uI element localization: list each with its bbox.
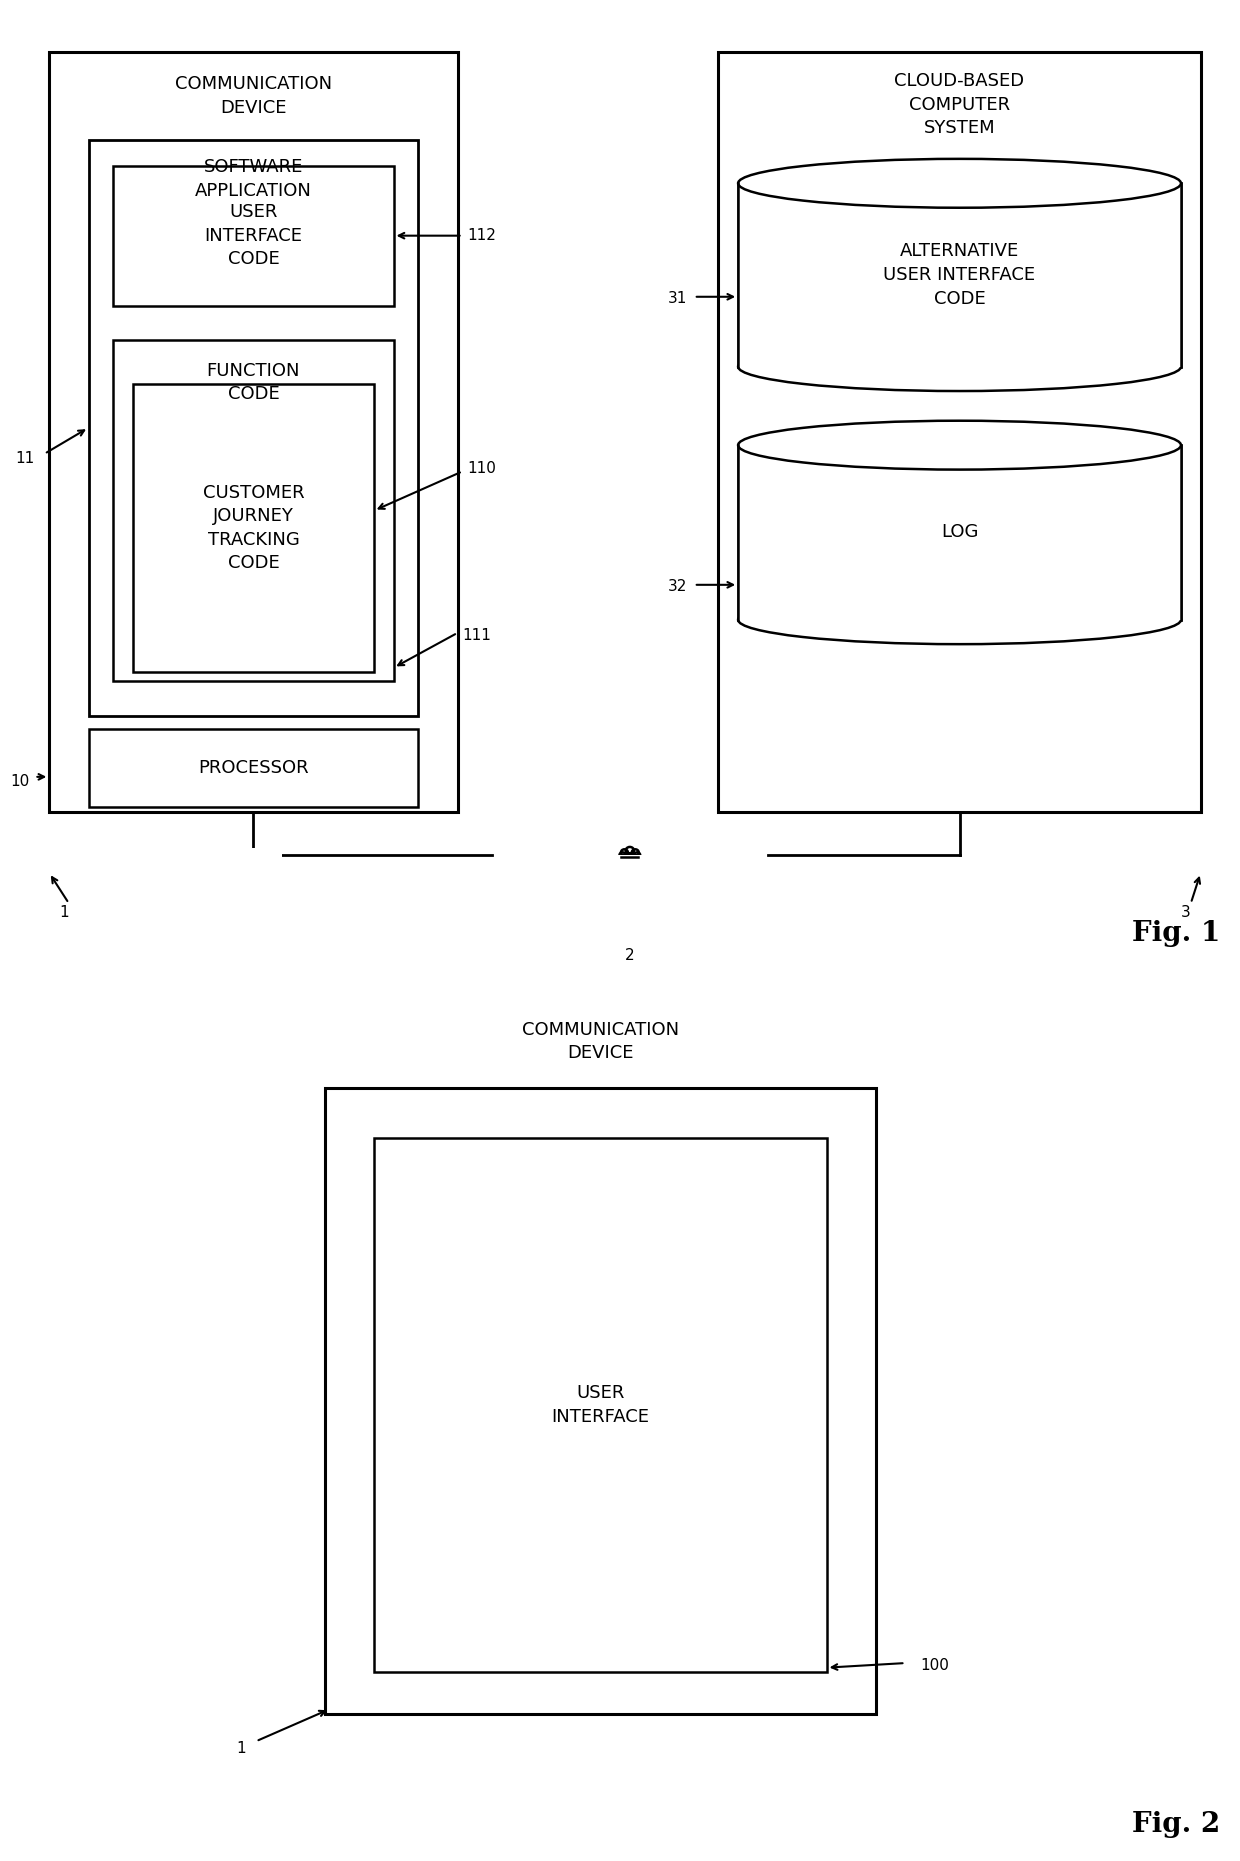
Circle shape [620,852,625,858]
Bar [718,52,1200,811]
Text: 112: 112 [467,229,496,244]
Bar [88,730,418,808]
Text: 3: 3 [1180,904,1190,919]
Text: PROCESSOR: PROCESSOR [198,759,309,778]
Ellipse shape [738,421,1180,469]
Bar [325,1087,875,1714]
Text: USER
INTERFACE
CODE: USER INTERFACE CODE [205,203,303,268]
Ellipse shape [738,158,1180,208]
Text: 32: 32 [667,579,687,594]
Bar [618,856,641,860]
Circle shape [621,849,627,856]
Text: 111: 111 [463,627,491,642]
Text: 1: 1 [237,1742,246,1757]
Text: CUSTOMER
JOURNEY
TRACKING
CODE: CUSTOMER JOURNEY TRACKING CODE [202,484,304,573]
Text: Fig. 1: Fig. 1 [1132,921,1220,947]
Text: SOFTWARE
APPLICATION: SOFTWARE APPLICATION [195,158,311,199]
Text: 10: 10 [10,774,30,789]
Bar [374,1139,827,1673]
Text: 31: 31 [667,290,687,305]
Text: 110: 110 [467,462,496,476]
Text: COMMUNICATION
DEVICE: COMMUNICATION DEVICE [522,1022,678,1063]
Text: 1: 1 [60,904,68,919]
Ellipse shape [738,596,1180,644]
Bar [50,52,458,811]
Text: FUNCTION
CODE: FUNCTION CODE [207,361,300,404]
Text: 100: 100 [920,1658,949,1673]
Text: COMMUNICATION
DEVICE: COMMUNICATION DEVICE [175,74,332,117]
Bar [88,140,418,716]
Bar [113,341,393,681]
Circle shape [632,849,639,856]
Text: ALTERNATIVE
USER INTERFACE
CODE: ALTERNATIVE USER INTERFACE CODE [883,242,1035,307]
Circle shape [627,852,632,858]
Text: USER
INTERFACE: USER INTERFACE [552,1385,650,1426]
Text: 11: 11 [15,450,35,465]
Circle shape [631,854,636,860]
Text: Fig. 2: Fig. 2 [1132,1811,1220,1837]
Bar [223,849,283,862]
Bar [113,166,393,305]
Bar [738,182,1180,367]
Text: LOG: LOG [941,523,978,542]
Bar [133,383,374,672]
Ellipse shape [738,342,1180,391]
Circle shape [624,854,629,860]
Circle shape [635,852,640,858]
Bar [738,445,1180,620]
Text: CLOUD-BASED
COMPUTER
SYSTEM: CLOUD-BASED COMPUTER SYSTEM [894,73,1024,138]
Circle shape [626,847,634,854]
Text: 2: 2 [625,949,635,964]
